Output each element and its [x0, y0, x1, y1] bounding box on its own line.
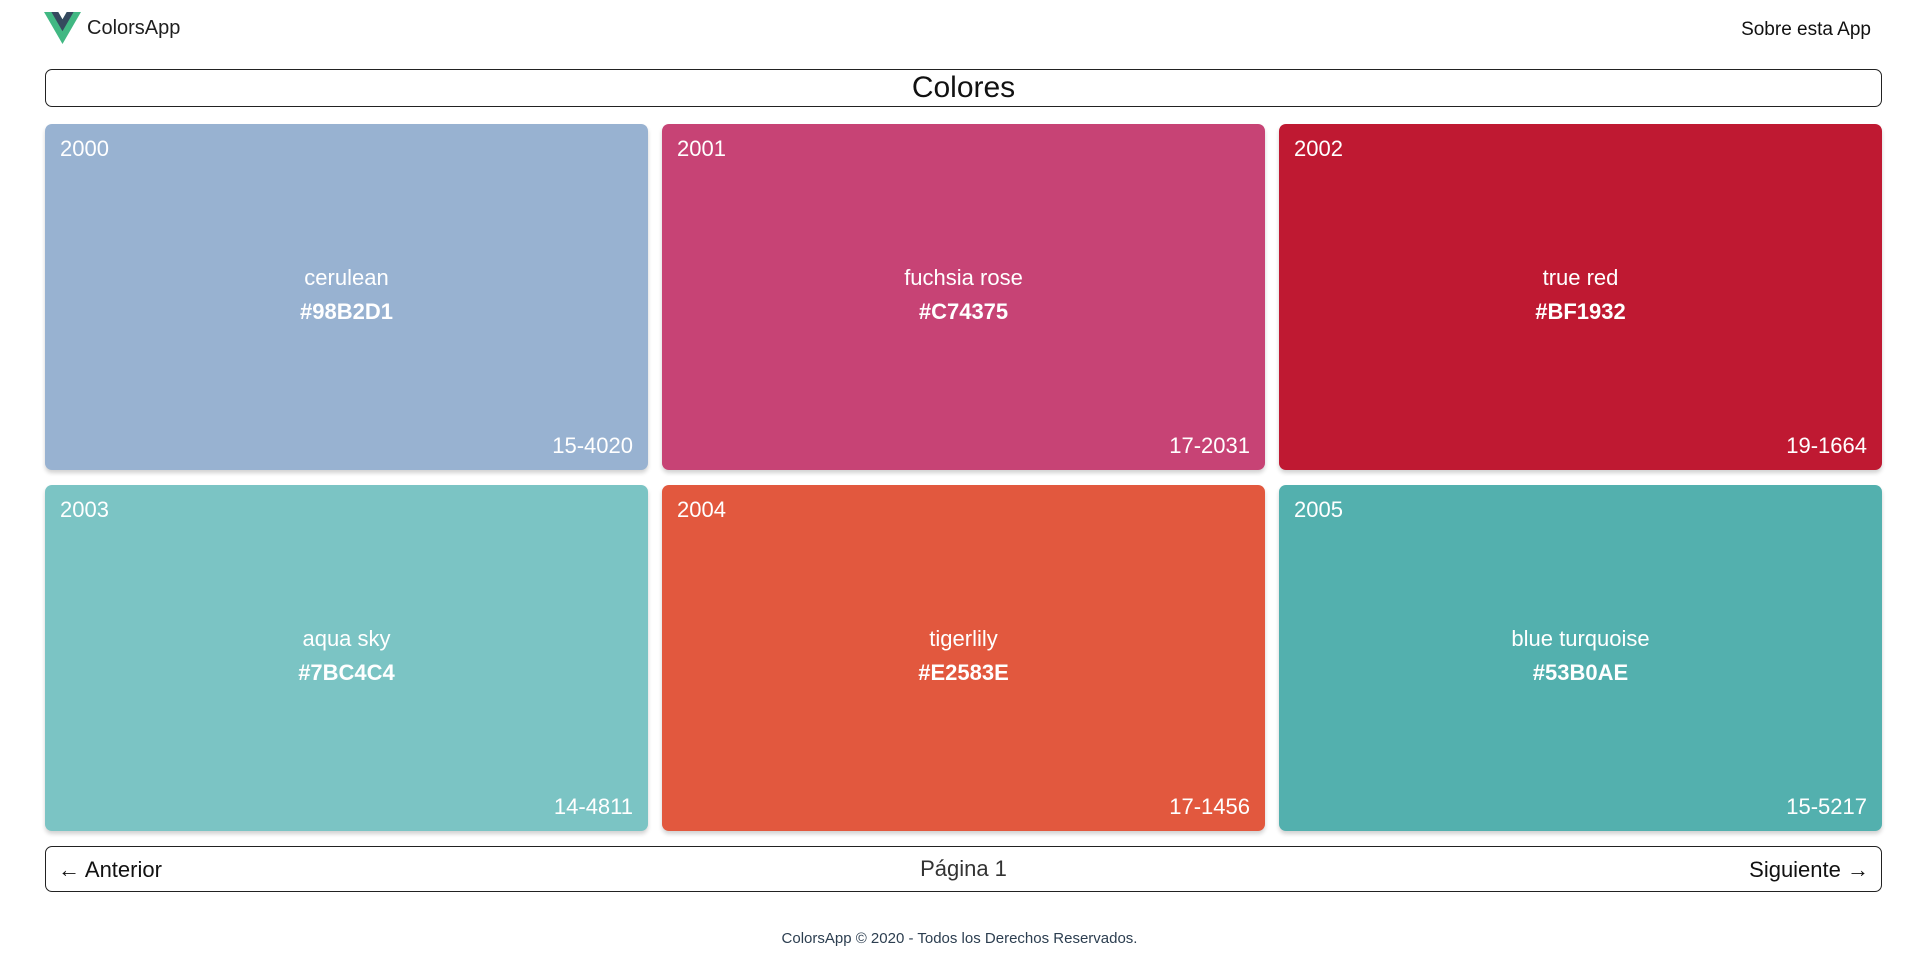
color-card[interactable]: 2003 aqua sky #7BC4C4 14-4811 — [45, 485, 648, 831]
pagination: ← Anterior Página 1 Siguiente → — [45, 846, 1882, 892]
color-year: 2004 — [677, 497, 726, 522]
color-card[interactable]: 2005 blue turquoise #53B0AE 15-5217 — [1279, 485, 1882, 831]
color-name: fuchsia rose — [904, 265, 1023, 290]
color-name: tigerlily — [929, 626, 998, 651]
about-link[interactable]: Sobre esta App — [1741, 19, 1871, 40]
page-indicator: Página 1 — [920, 856, 1007, 881]
color-card[interactable]: 2002 true red #BF1932 19-1664 — [1279, 124, 1882, 470]
next-page-button[interactable]: Siguiente → — [1749, 857, 1869, 882]
vue-logo-icon — [44, 12, 81, 44]
color-hex: #53B0AE — [1532, 660, 1629, 685]
app-name: ColorsApp — [87, 16, 181, 39]
color-hex: #BF1932 — [1535, 299, 1626, 324]
color-card[interactable]: 2001 fuchsia rose #C74375 17-2031 — [662, 124, 1265, 470]
color-code: 15-5217 — [1786, 794, 1867, 819]
color-year: 2002 — [1294, 136, 1343, 161]
brand-link[interactable]: ColorsApp — [44, 12, 180, 44]
color-hex: #7BC4C4 — [298, 660, 395, 685]
color-hex: #E2583E — [918, 660, 1009, 685]
color-year: 2001 — [677, 136, 726, 161]
color-code: 14-4811 — [553, 794, 633, 819]
color-hex: #C74375 — [918, 299, 1009, 324]
color-code: 15-4020 — [552, 433, 633, 458]
color-card[interactable]: 2000 cerulean #98B2D1 15-4020 — [45, 124, 648, 470]
color-name: blue turquoise — [1511, 626, 1650, 651]
color-name: true red — [1542, 265, 1619, 290]
color-year: 2005 — [1294, 497, 1343, 522]
color-name: aqua sky — [302, 626, 391, 651]
previous-page-button[interactable]: ← Anterior — [58, 857, 162, 882]
color-code: 17-2031 — [1169, 433, 1250, 458]
color-code: 17-1456 — [1169, 794, 1250, 819]
color-name: cerulean — [304, 265, 389, 290]
color-year: 2003 — [60, 497, 109, 522]
footer: ColorsApp © 2020 - Todos los Derechos Re… — [781, 930, 1138, 947]
color-code: 19-1664 — [1786, 433, 1867, 458]
color-card[interactable]: 2004 tigerlily #E2583E 17-1456 — [662, 485, 1265, 831]
color-year: 2000 — [60, 136, 109, 161]
color-grid: 2000 cerulean #98B2D1 15-4020 2001 fuchs… — [45, 124, 1882, 831]
navbar: ColorsApp Sobre esta App — [0, 0, 1919, 58]
color-hex: #98B2D1 — [300, 299, 393, 324]
page-title: Colores — [45, 69, 1882, 107]
